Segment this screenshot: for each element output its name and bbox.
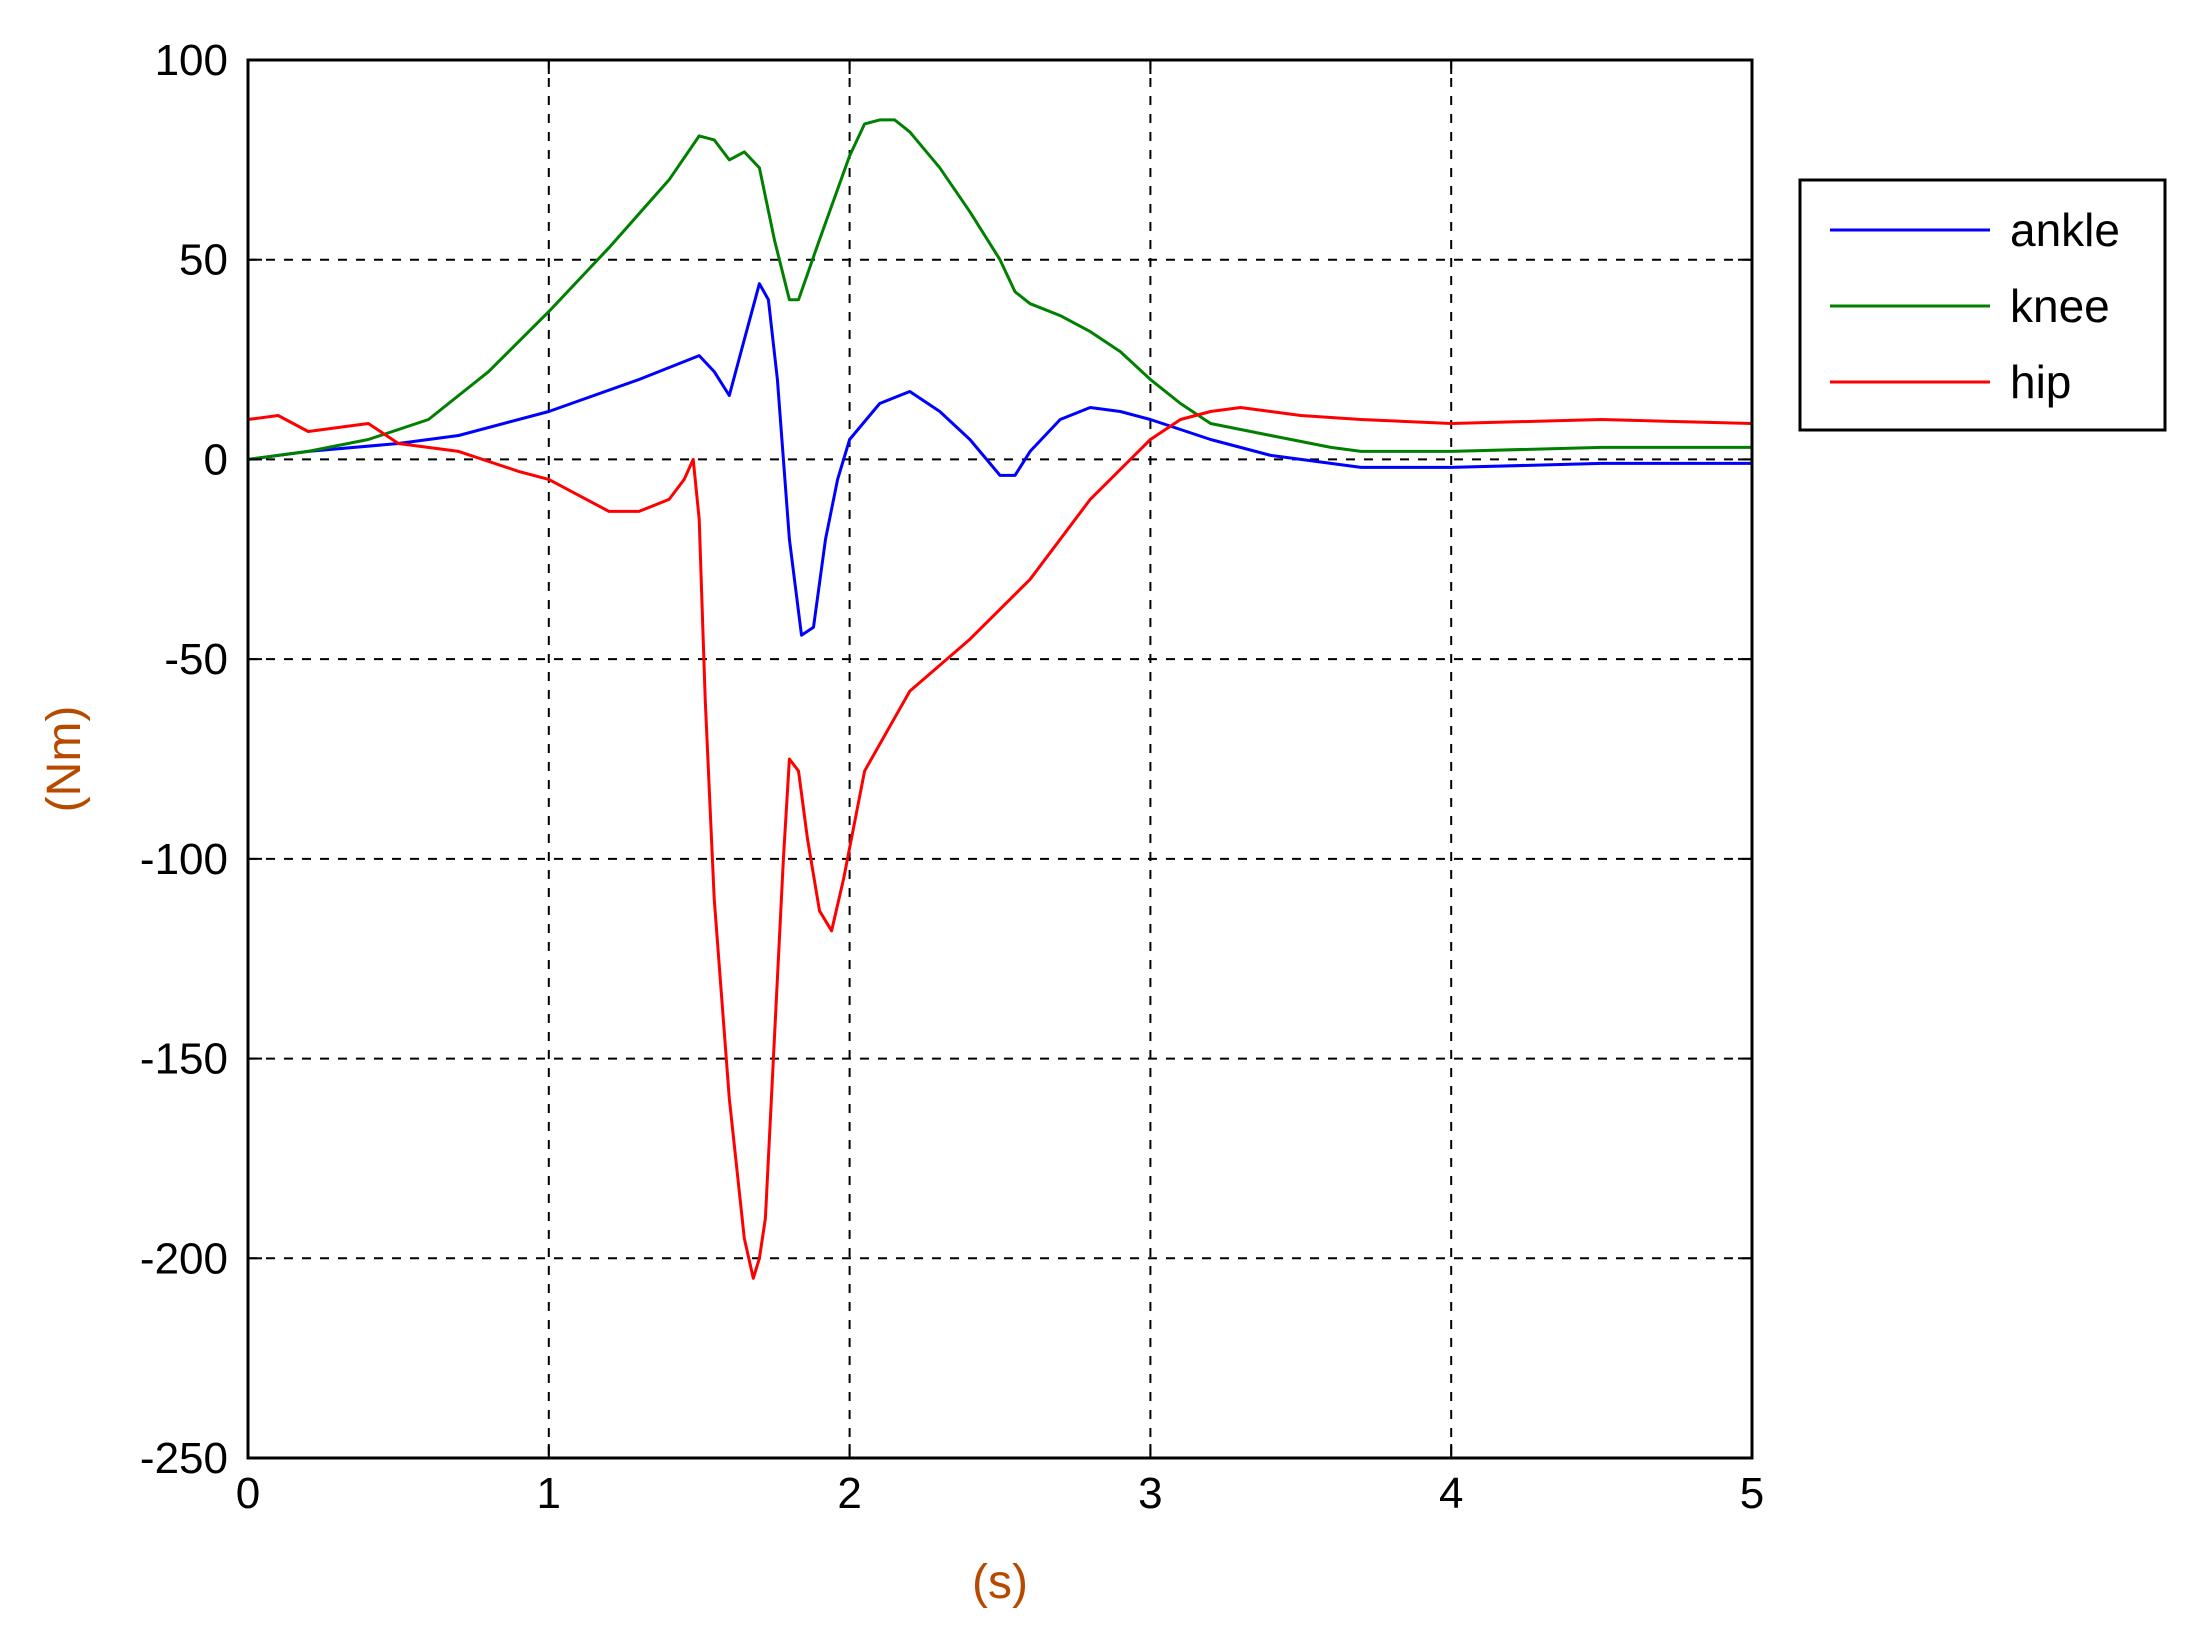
y-tick-label: 50 <box>179 236 228 285</box>
series-line-knee <box>247 118 1752 461</box>
x-axis-label: (s) <box>972 1556 1028 1609</box>
x-tick-label: 3 <box>1138 1469 1162 1518</box>
x-tick-label: 5 <box>1740 1469 1764 1518</box>
series-line-ankle <box>247 282 1752 637</box>
y-tick-label: -200 <box>140 1234 228 1283</box>
x-tick-label: 0 <box>236 1469 260 1518</box>
y-tick-label: 100 <box>155 36 228 85</box>
y-axis-label: (Nm) <box>38 706 91 813</box>
plot-frame <box>246 58 1754 1460</box>
y-tick-label: -250 <box>140 1434 228 1483</box>
series-line-hip <box>247 406 1753 1280</box>
grid <box>248 60 1752 1458</box>
y-tick-label: -100 <box>140 835 228 884</box>
tick-labels: 0 1 2 3 4 5 100 50 0 -50 -100 -150 -200 -250 <box>140 36 1764 1518</box>
legend: ankle knee hip <box>1798 178 2167 432</box>
y-tick-label: -150 <box>140 1035 228 1084</box>
legend-label-knee: knee <box>2010 280 2110 332</box>
x-tick-label: 2 <box>837 1469 861 1518</box>
x-tick-label: 4 <box>1439 1469 1463 1518</box>
x-tick-label: 1 <box>537 1469 561 1518</box>
y-tick-label: -50 <box>164 635 228 684</box>
legend-label-ankle: ankle <box>2010 204 2120 256</box>
series-group <box>247 118 1753 1280</box>
y-tick-label: 0 <box>204 435 228 484</box>
legend-label-hip: hip <box>2010 356 2071 408</box>
